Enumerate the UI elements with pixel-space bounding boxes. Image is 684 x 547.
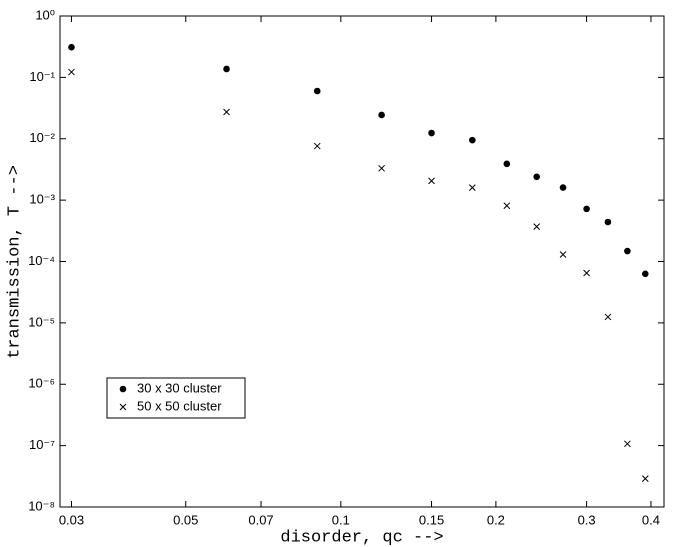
point (503, 202, 511, 210)
x-tick-label: 0.3 (578, 512, 596, 527)
point (642, 270, 649, 278)
point (641, 475, 649, 482)
y-tick-label: 10⁻⁵ (28, 314, 55, 329)
x-tick-label: 0.03 (59, 512, 84, 527)
legend-marker (119, 385, 127, 393)
point (624, 247, 631, 255)
y-tick-label: 10⁻³ (29, 192, 55, 207)
y-tick-label: 10⁻² (29, 130, 55, 145)
point (533, 223, 541, 230)
point (68, 43, 75, 51)
y-tick-label: 10⁻⁴ (28, 253, 55, 268)
x-tick-label: 0.4 (642, 512, 660, 527)
x-tick-label: 0.15 (419, 512, 444, 527)
point (378, 164, 385, 172)
point (223, 65, 230, 73)
x-tick-label: 0.07 (248, 512, 273, 527)
point (428, 177, 435, 185)
y-tick-label: 10⁻¹ (29, 69, 55, 84)
point (468, 184, 476, 191)
point (378, 111, 385, 119)
point (559, 251, 567, 258)
point (604, 218, 612, 226)
y-tick-label: 10⁻⁷ (29, 437, 55, 452)
legend-label: 50 x 50 cluster (137, 398, 222, 413)
x-tick-label: 0.05 (173, 512, 198, 527)
legend-box (106, 377, 246, 419)
point (583, 269, 590, 277)
point (533, 173, 540, 181)
legend-marker (119, 403, 127, 411)
point (503, 160, 511, 168)
y-tick-label: 10⁻⁸ (28, 498, 55, 513)
point (223, 108, 230, 116)
point (559, 184, 567, 191)
point (428, 129, 435, 137)
point (624, 440, 631, 448)
point (583, 205, 590, 213)
point (313, 87, 321, 95)
plot-frame (59, 15, 665, 508)
x-tick-label: 0.2 (487, 512, 505, 527)
x-tick-label: 0.1 (332, 512, 350, 527)
point (68, 68, 75, 76)
y-tick-label: 10⁻⁶ (28, 376, 55, 391)
point (469, 136, 476, 144)
legend-label: 30 x 30 cluster (137, 380, 222, 395)
point (313, 142, 321, 150)
y-tick-label: 10⁰ (35, 7, 55, 22)
x-axis-label: disorder, qc --> (280, 528, 443, 547)
y-axis-label: transmission, T --> (5, 165, 24, 359)
point (604, 313, 612, 321)
